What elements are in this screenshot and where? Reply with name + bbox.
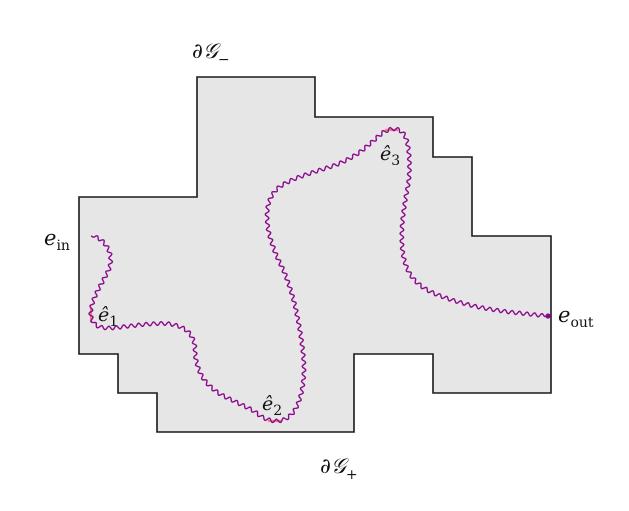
label-e-hat-2: ê2 bbox=[262, 393, 282, 419]
label-e-hat-3: ê3 bbox=[380, 143, 400, 169]
label-boundary-minus: ∂𝒢− bbox=[192, 39, 230, 68]
label-e-hat-1: ê1 bbox=[98, 304, 118, 330]
label-e-in: ein bbox=[44, 226, 70, 254]
label-e-out: eout bbox=[558, 303, 594, 331]
path-endpoint-dot bbox=[545, 313, 551, 319]
region-g bbox=[78, 76, 552, 433]
label-boundary-plus: ∂𝒢+ bbox=[320, 454, 358, 483]
random-path bbox=[88, 126, 548, 424]
